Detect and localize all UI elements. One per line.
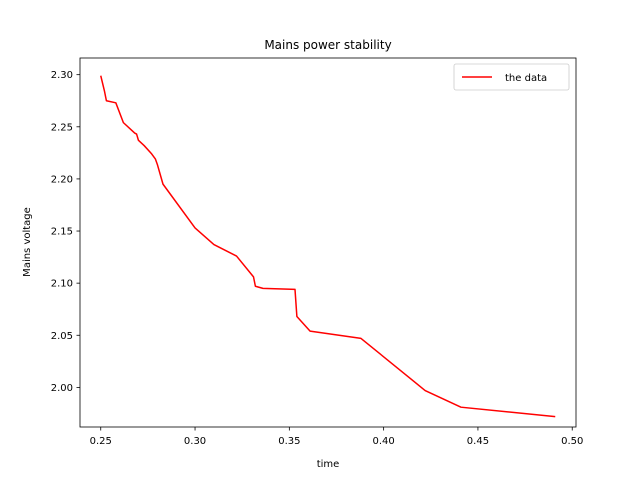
y-tick-label: 2.05: [51, 331, 73, 342]
y-tick-label: 2.25: [51, 122, 73, 133]
x-axis-ticks: 0.25 0.30 0.35 0.40 0.45 0.50: [90, 427, 583, 447]
x-tick-label: 0.30: [184, 436, 206, 447]
x-tick-label: 0.35: [278, 436, 300, 447]
plot-area: [80, 58, 576, 427]
x-tick-label: 0.25: [90, 436, 112, 447]
y-tick-label: 2.10: [51, 279, 73, 290]
y-axis-ticks: 2.00 2.05 2.10 2.15 2.20 2.25 2.30: [51, 70, 80, 394]
chart-title: Mains power stability: [264, 38, 391, 52]
x-tick-label: 0.45: [467, 436, 489, 447]
legend: the data: [453, 63, 570, 91]
legend-box: [453, 63, 570, 91]
x-tick-label: 0.50: [561, 436, 583, 447]
y-tick-label: 2.20: [51, 174, 73, 185]
y-tick-label: 2.30: [51, 70, 73, 81]
x-axis-label: time: [317, 459, 340, 470]
y-axis-label: Mains voltage: [22, 207, 33, 277]
y-tick-label: 2.00: [51, 383, 73, 394]
legend-label: the data: [505, 73, 547, 84]
x-tick-label: 0.40: [373, 436, 395, 447]
y-tick-label: 2.15: [51, 227, 73, 238]
series-line: [100, 75, 556, 418]
axes-frame: [79, 57, 577, 428]
series-layer: [100, 75, 556, 418]
